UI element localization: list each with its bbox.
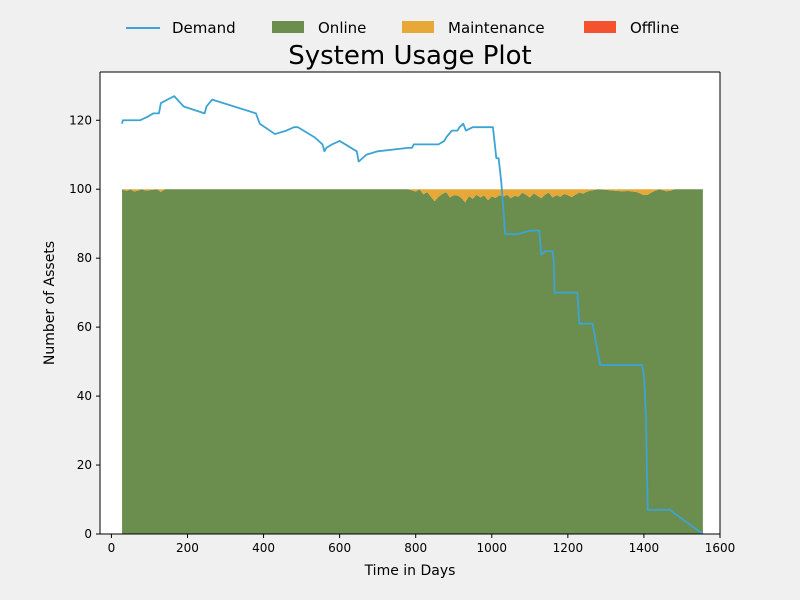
x-tick-label: 0 [108, 541, 116, 555]
x-tick-label: 200 [176, 541, 199, 555]
y-tick-label: 80 [77, 251, 92, 265]
y-tick-label: 0 [84, 527, 92, 541]
y-tick-label: 60 [77, 320, 92, 334]
y-axis-label: Number of Assets [42, 241, 58, 365]
legend-offline-swatch [584, 21, 616, 33]
x-tick-label: 1600 [705, 541, 736, 555]
y-tick-label: 40 [77, 389, 92, 403]
demand-line [121, 95, 704, 535]
legend-maintenance-swatch [402, 21, 434, 33]
y-tick-label: 120 [69, 113, 92, 127]
legend-offline-label: Offline [630, 19, 679, 37]
y-tick-label: 20 [77, 458, 92, 472]
maintenance-area [122, 189, 703, 203]
legend-online-label: Online [318, 19, 366, 37]
x-tick-label: 1200 [553, 541, 584, 555]
x-axis-label: Time in Days [364, 563, 456, 579]
plot-layer [121, 95, 704, 535]
chart-title: System Usage Plot [288, 41, 532, 71]
x-tick-label: 800 [404, 541, 427, 555]
online-area [122, 189, 703, 534]
x-tick-label: 600 [328, 541, 351, 555]
y-axis-ticks: 0 20 40 60 80 100 120 [69, 113, 100, 541]
x-tick-label: 1400 [629, 541, 660, 555]
y-tick-label: 100 [69, 182, 92, 196]
x-tick-label: 1000 [477, 541, 508, 555]
legend: Demand Online Maintenance Offline [126, 19, 679, 37]
legend-demand-label: Demand [172, 19, 236, 37]
x-tick-label: 400 [252, 541, 275, 555]
legend-maintenance-label: Maintenance [448, 19, 545, 37]
legend-online-swatch [272, 21, 304, 33]
x-axis-ticks: 0 200 400 600 800 1000 1200 1400 1600 [108, 534, 736, 555]
